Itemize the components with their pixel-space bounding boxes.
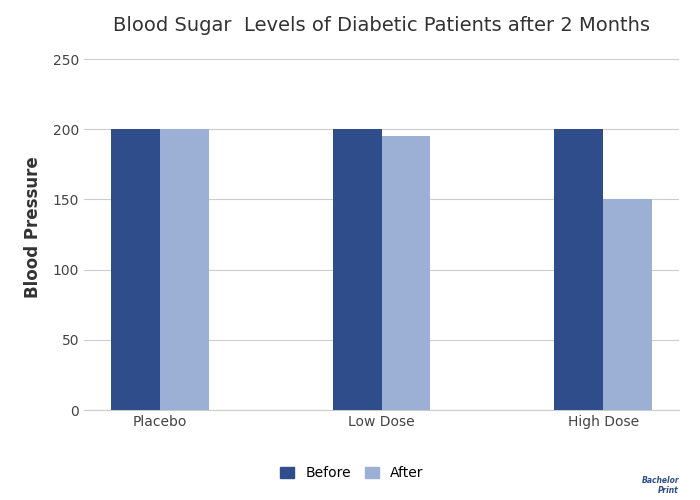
Y-axis label: Blood Pressure: Blood Pressure	[24, 156, 42, 298]
Legend: Before, After: Before, After	[274, 460, 429, 486]
Bar	[111, 129, 160, 410]
Bar	[554, 129, 603, 410]
Bar	[160, 129, 209, 410]
Bar	[603, 200, 652, 410]
Bar	[332, 129, 382, 410]
Title: Blood Sugar  Levels of Diabetic Patients after 2 Months: Blood Sugar Levels of Diabetic Patients …	[113, 16, 650, 35]
Text: Bachelor
Print: Bachelor Print	[641, 476, 679, 495]
Bar	[382, 136, 430, 410]
